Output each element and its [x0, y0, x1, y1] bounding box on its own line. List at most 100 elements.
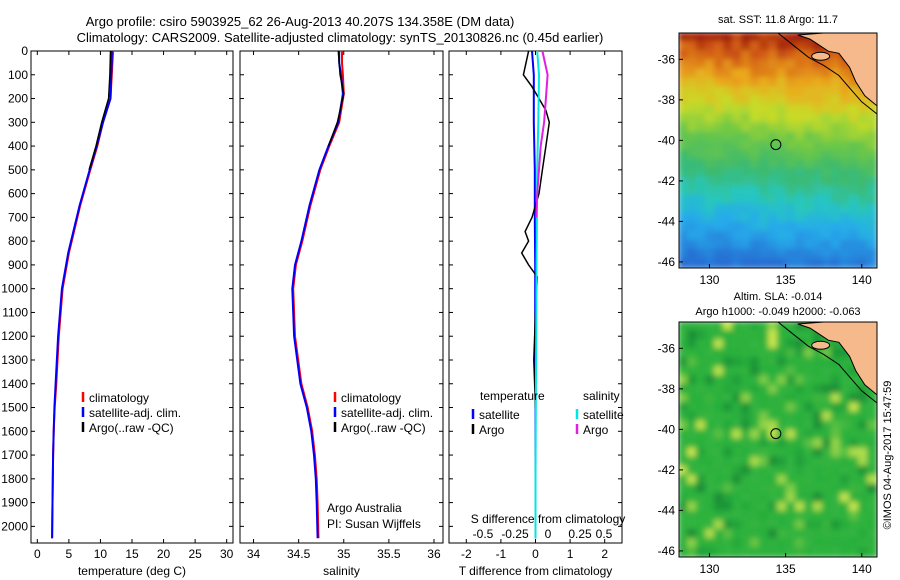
map-cell — [840, 113, 851, 125]
map-cell — [687, 384, 698, 396]
series-line-argo-raw-qc- — [327, 50, 345, 147]
map-cell — [679, 33, 689, 43]
map-cell — [759, 510, 770, 522]
map-cell — [714, 113, 725, 125]
map-cell — [813, 438, 824, 450]
map-cell — [777, 492, 788, 504]
map-cell — [795, 167, 806, 179]
map-cell — [768, 420, 779, 432]
map-cell — [679, 420, 689, 432]
map-cell — [687, 483, 698, 495]
map-cell — [831, 366, 842, 378]
map-cell — [822, 474, 833, 486]
map-cell — [768, 194, 779, 206]
map-cell — [822, 212, 833, 224]
map-cell — [795, 149, 806, 161]
map-cell — [786, 194, 797, 206]
map-cell — [813, 239, 824, 251]
map-cell — [741, 393, 752, 405]
map-cell — [822, 122, 833, 134]
map-cell — [804, 447, 815, 459]
map-cell — [840, 402, 851, 414]
sst-map-title: sat. SST: 11.8 Argo: 11.7 — [718, 14, 838, 26]
map-cell — [804, 140, 815, 152]
map-cell — [831, 59, 842, 71]
map-cell — [759, 77, 770, 89]
map-cell — [696, 501, 707, 513]
map-cell — [804, 528, 815, 540]
map-cell — [768, 411, 779, 423]
map-cell — [867, 212, 877, 224]
map-cell — [679, 501, 689, 513]
map-cell — [759, 86, 770, 98]
map-cell — [759, 483, 770, 495]
map-cell — [732, 501, 743, 513]
map-cell — [750, 537, 761, 549]
map-cell — [849, 411, 860, 423]
map-cell — [759, 402, 770, 414]
y-tick-label: -40 — [658, 133, 676, 147]
map-cell — [768, 528, 779, 540]
map-cell — [795, 339, 806, 351]
map-cell — [777, 113, 788, 125]
map-cell — [831, 258, 842, 268]
map-cell — [867, 456, 877, 468]
map-cell — [858, 104, 869, 116]
sla-map-panel: 130 135 140 -36 -38 -40 -42 -44 -46 Altim. SLA: -… — [658, 291, 878, 576]
map-cell — [750, 131, 761, 143]
map-cell — [750, 375, 761, 387]
map-cell — [813, 330, 824, 341]
map-cell — [849, 528, 860, 540]
map-cell — [858, 258, 869, 268]
map-cell — [840, 411, 851, 423]
map-cell — [786, 185, 797, 197]
map-cell — [723, 384, 734, 396]
map-cell — [777, 86, 788, 98]
map-cell — [679, 537, 689, 549]
map-cell — [840, 537, 851, 549]
map-cell — [822, 221, 833, 233]
map-cell — [867, 149, 877, 161]
y-tick-label: -44 — [658, 214, 676, 228]
map-cell — [858, 492, 869, 504]
map-cell — [813, 185, 824, 197]
map-cell — [687, 519, 698, 531]
map-cell — [750, 528, 761, 540]
legend-label: satellite — [583, 408, 624, 422]
map-cell — [723, 140, 734, 152]
map-cell — [768, 221, 779, 233]
map-cell — [741, 447, 752, 459]
map-cell — [786, 59, 797, 71]
map-cell — [750, 194, 761, 206]
map-cell — [759, 158, 770, 170]
map-cell — [858, 221, 869, 233]
map-cell — [777, 384, 788, 396]
map-cell — [777, 203, 788, 215]
sst-map-panel: 130 135 140 -36 -38 -40 -42 -44 -46 sat. SST: 11.… — [658, 14, 878, 287]
map-cell — [696, 95, 707, 107]
map-cell — [795, 456, 806, 468]
map-cell — [750, 465, 761, 477]
map-cell — [768, 348, 779, 360]
map-cell — [759, 438, 770, 450]
map-cell — [795, 230, 806, 242]
map-cell — [759, 95, 770, 107]
map-cell — [714, 86, 725, 98]
map-cell — [804, 474, 815, 486]
map-cell — [768, 510, 779, 522]
map-cell — [804, 158, 815, 170]
map-cell — [822, 411, 833, 423]
map-cell — [741, 429, 752, 441]
map-cell — [786, 140, 797, 152]
map-cell — [813, 68, 824, 80]
map-cell — [714, 221, 725, 233]
map-cell — [777, 465, 788, 477]
map-cell — [723, 230, 734, 242]
map-cell — [858, 230, 869, 242]
map-cell — [732, 149, 743, 161]
map-cell — [696, 239, 707, 251]
map-cell — [714, 366, 725, 378]
map-cell — [777, 158, 788, 170]
map-cell — [840, 86, 851, 98]
map-cell — [786, 357, 797, 369]
